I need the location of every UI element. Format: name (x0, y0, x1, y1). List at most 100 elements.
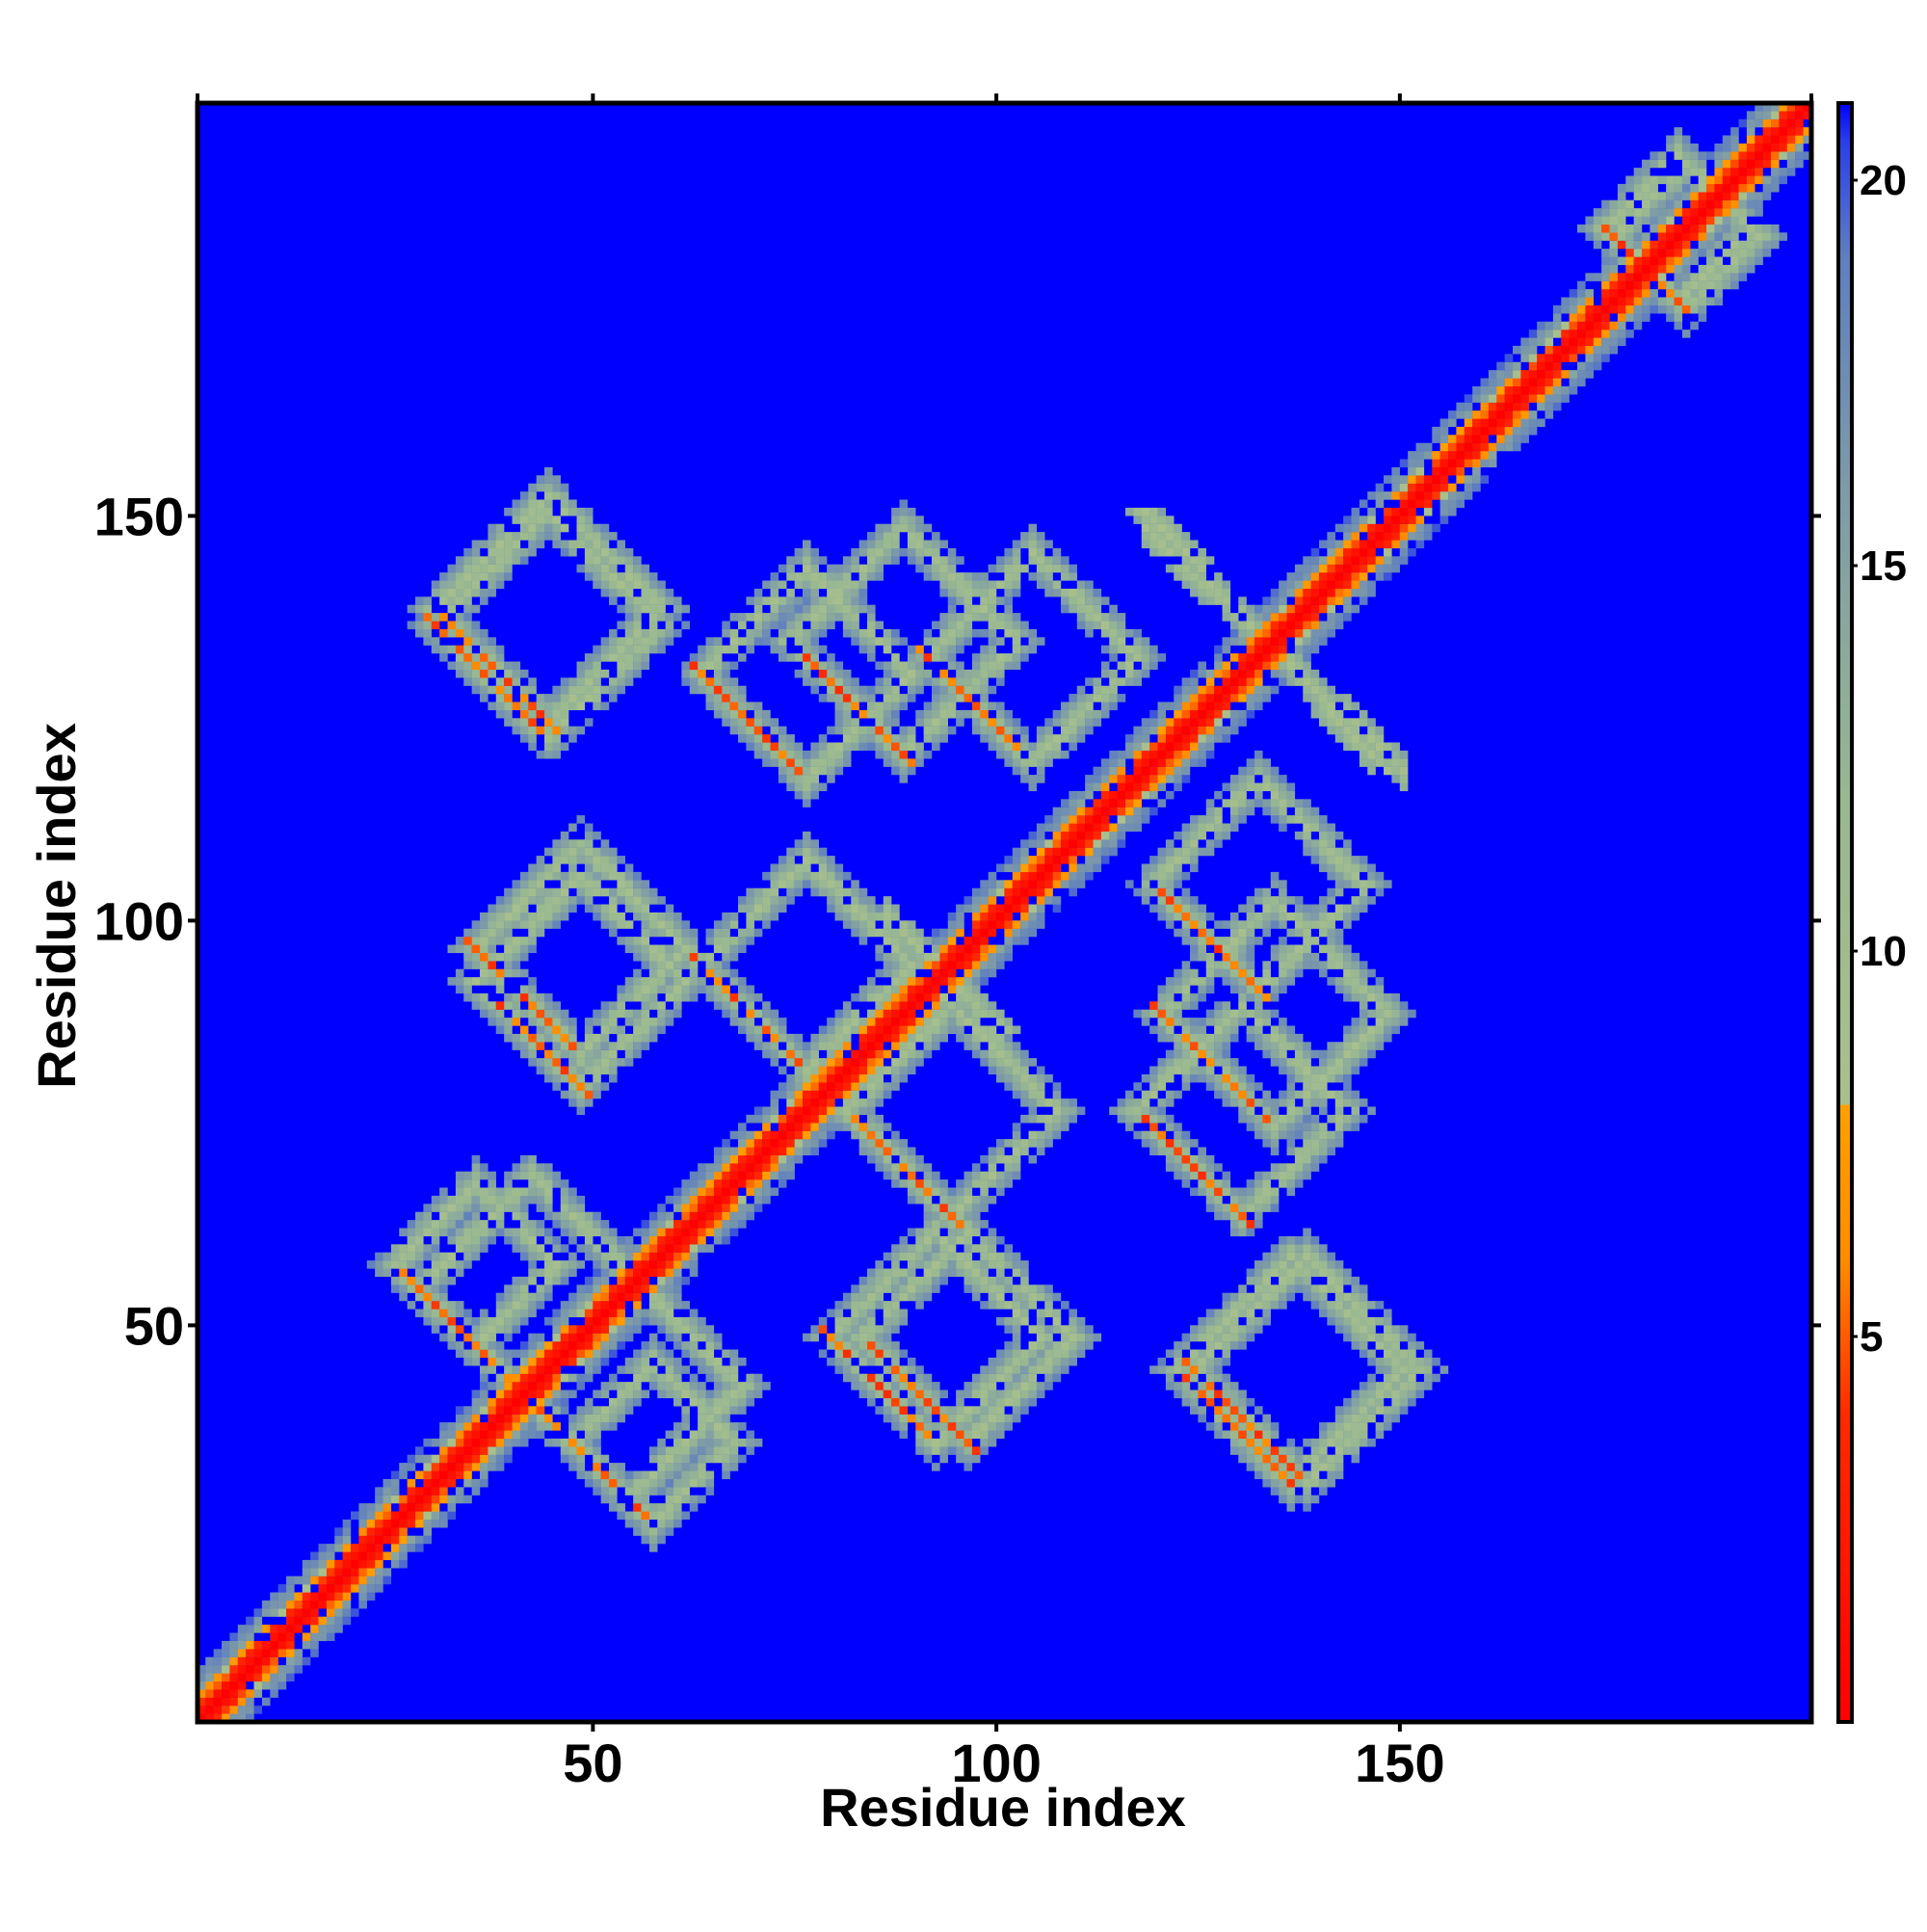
heatmap-cell (1076, 596, 1086, 605)
heatmap-cell (1069, 1349, 1077, 1359)
heatmap-cell (504, 1397, 513, 1407)
heatmap-cell (689, 1195, 699, 1204)
heatmap-cell (1093, 604, 1102, 614)
heatmap-cell (1133, 1098, 1142, 1107)
heatmap-cell (495, 1341, 505, 1350)
heatmap-cell (947, 547, 957, 557)
heatmap-cell (689, 1316, 699, 1326)
heatmap-cell (624, 871, 634, 881)
heatmap-cell (1117, 775, 1126, 783)
heatmap-cell (584, 1397, 594, 1407)
heatmap-cell (1174, 1049, 1182, 1059)
heatmap-cell (1052, 896, 1062, 905)
heatmap-cell (923, 540, 933, 549)
heatmap-cell (480, 1438, 488, 1447)
heatmap-cell (488, 1422, 496, 1431)
heatmap-cell (842, 1333, 852, 1342)
heatmap-cell (923, 961, 933, 969)
heatmap-cell (818, 1025, 828, 1035)
heatmap-cell (584, 1349, 594, 1359)
heatmap-cell (229, 1665, 238, 1674)
heatmap-cell (907, 1252, 916, 1261)
heatmap-cell (447, 596, 457, 605)
heatmap-cell (1028, 1389, 1038, 1399)
heatmap-cell (875, 1033, 884, 1043)
heatmap-cell (722, 669, 730, 678)
heatmap-cell (891, 1066, 900, 1075)
heatmap-cell (383, 1478, 392, 1488)
heatmap-cell (786, 1147, 795, 1156)
heatmap-cell (834, 742, 844, 752)
heatmap-cell (851, 701, 859, 711)
heatmap-cell (956, 1009, 964, 1019)
heatmap-cell (519, 1406, 529, 1415)
heatmap-cell (875, 1058, 884, 1067)
heatmap-cell (576, 1284, 586, 1293)
heatmap-cell (947, 701, 957, 711)
heatmap-cell (415, 1284, 424, 1293)
heatmap-cell (778, 775, 787, 783)
heatmap-cell (713, 1228, 723, 1237)
heatmap-cell (673, 1454, 682, 1464)
heatmap-cell (463, 564, 472, 573)
heatmap-cell (463, 1357, 472, 1366)
heatmap-cell (302, 1632, 311, 1642)
heatmap-cell (875, 547, 884, 557)
heatmap-cell (803, 847, 811, 857)
heatmap-cell (1141, 750, 1150, 759)
heatmap-cell (568, 904, 577, 913)
heatmap-cell (971, 718, 981, 727)
heatmap-cell (875, 1292, 884, 1302)
heatmap-cell (673, 1220, 682, 1229)
heatmap-cell (600, 1301, 610, 1310)
heatmap-cell (431, 1252, 440, 1261)
heatmap-cell (657, 1478, 666, 1488)
heatmap-cell (762, 596, 771, 605)
heatmap-cell (480, 1204, 488, 1212)
heatmap-cell (455, 977, 464, 986)
heatmap-cell (415, 1220, 424, 1229)
heatmap-cell (932, 1018, 940, 1026)
heatmap-cell (648, 1535, 658, 1545)
heatmap-cell (1028, 1349, 1038, 1359)
heatmap-cell (1141, 718, 1150, 727)
heatmap-cell (794, 1123, 804, 1131)
heatmap-cell (988, 1171, 997, 1180)
heatmap-cell (947, 621, 957, 630)
heatmap-cell (851, 685, 859, 695)
heatmap-cell (519, 1301, 529, 1310)
heatmap-cell (519, 1373, 529, 1383)
heatmap-cell (431, 1470, 440, 1480)
heatmap-cell (1044, 1292, 1053, 1302)
heatmap-cell (698, 1438, 706, 1447)
heatmap-cell (851, 920, 859, 929)
heatmap-cell (722, 952, 730, 962)
heatmap-cell (447, 1478, 457, 1488)
heatmap-cell (891, 1292, 900, 1302)
heatmap-cell (722, 1365, 730, 1374)
heatmap-cell (956, 694, 964, 702)
heatmap-cell (891, 1301, 900, 1310)
heatmap-cell (980, 645, 989, 654)
heatmap-cell (964, 1228, 973, 1237)
heatmap-cell (939, 653, 948, 662)
heatmap-cell (1028, 1139, 1038, 1148)
heatmap-cell (423, 628, 432, 638)
heatmap-cell (584, 1211, 594, 1221)
heatmap-cell (956, 677, 964, 686)
heatmap-cell (447, 628, 457, 638)
heatmap-cell (746, 1154, 754, 1164)
heatmap-cell (488, 701, 496, 711)
heatmap-cell (827, 758, 835, 767)
heatmap-cell (568, 1333, 577, 1342)
heatmap-cell (423, 1503, 432, 1512)
heatmap-cell (939, 1446, 948, 1455)
heatmap-cell (415, 604, 424, 614)
heatmap-cell (673, 992, 682, 1002)
heatmap-cell (834, 1325, 844, 1334)
heatmap-cell (947, 694, 957, 702)
heatmap-cell (1036, 847, 1045, 857)
heatmap-cell (996, 1018, 1005, 1026)
heatmap-cell (778, 637, 787, 646)
heatmap-cell (383, 1519, 392, 1528)
